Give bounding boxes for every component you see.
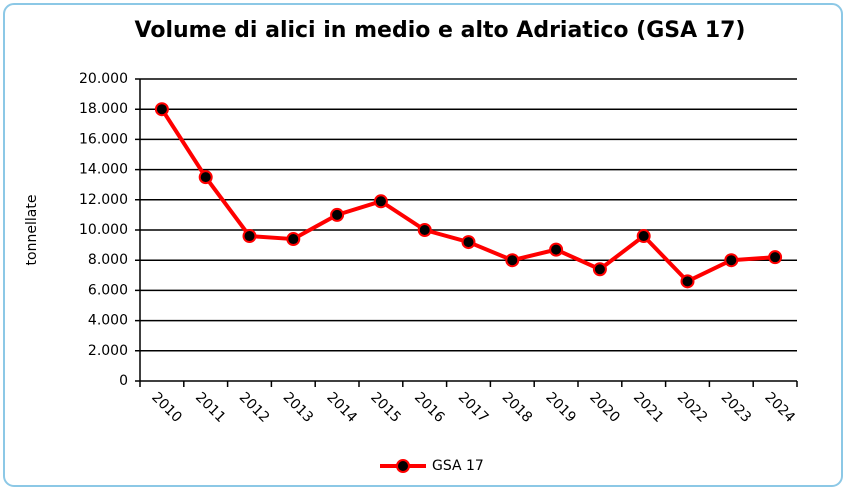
y-axis-label: tonnellate bbox=[24, 195, 40, 266]
y-tick-label: 6.000 bbox=[88, 282, 128, 298]
data-point bbox=[592, 262, 607, 277]
y-tick-label: 0 bbox=[119, 373, 128, 389]
chart-title: Volume di alici in medio e alto Adriatic… bbox=[135, 18, 746, 43]
data-point bbox=[242, 229, 257, 244]
data-point bbox=[724, 253, 739, 268]
data-point bbox=[286, 232, 301, 247]
data-point bbox=[505, 253, 520, 268]
y-tick-label: 8.000 bbox=[88, 252, 128, 268]
y-tick-label: 20.000 bbox=[79, 71, 128, 87]
y-tick-label: 16.000 bbox=[79, 131, 128, 147]
y-tick-label: 10.000 bbox=[79, 222, 128, 238]
data-point bbox=[636, 229, 651, 244]
data-point bbox=[461, 235, 476, 250]
y-tick-label: 2.000 bbox=[88, 343, 128, 359]
legend-label: GSA 17 bbox=[432, 458, 484, 474]
data-point bbox=[198, 170, 213, 185]
data-point bbox=[768, 250, 783, 265]
data-point bbox=[417, 223, 432, 237]
y-tick-label: 4.000 bbox=[88, 313, 128, 329]
data-point bbox=[330, 207, 345, 222]
legend-marker bbox=[396, 459, 410, 473]
y-tick-label: 14.000 bbox=[79, 162, 128, 178]
data-point bbox=[549, 242, 564, 257]
data-point bbox=[680, 274, 695, 289]
data-point bbox=[373, 194, 388, 209]
data-point bbox=[154, 102, 169, 117]
chart-frame bbox=[3, 3, 843, 487]
y-tick-label: 18.000 bbox=[79, 101, 128, 117]
y-tick-label: 12.000 bbox=[79, 192, 128, 208]
